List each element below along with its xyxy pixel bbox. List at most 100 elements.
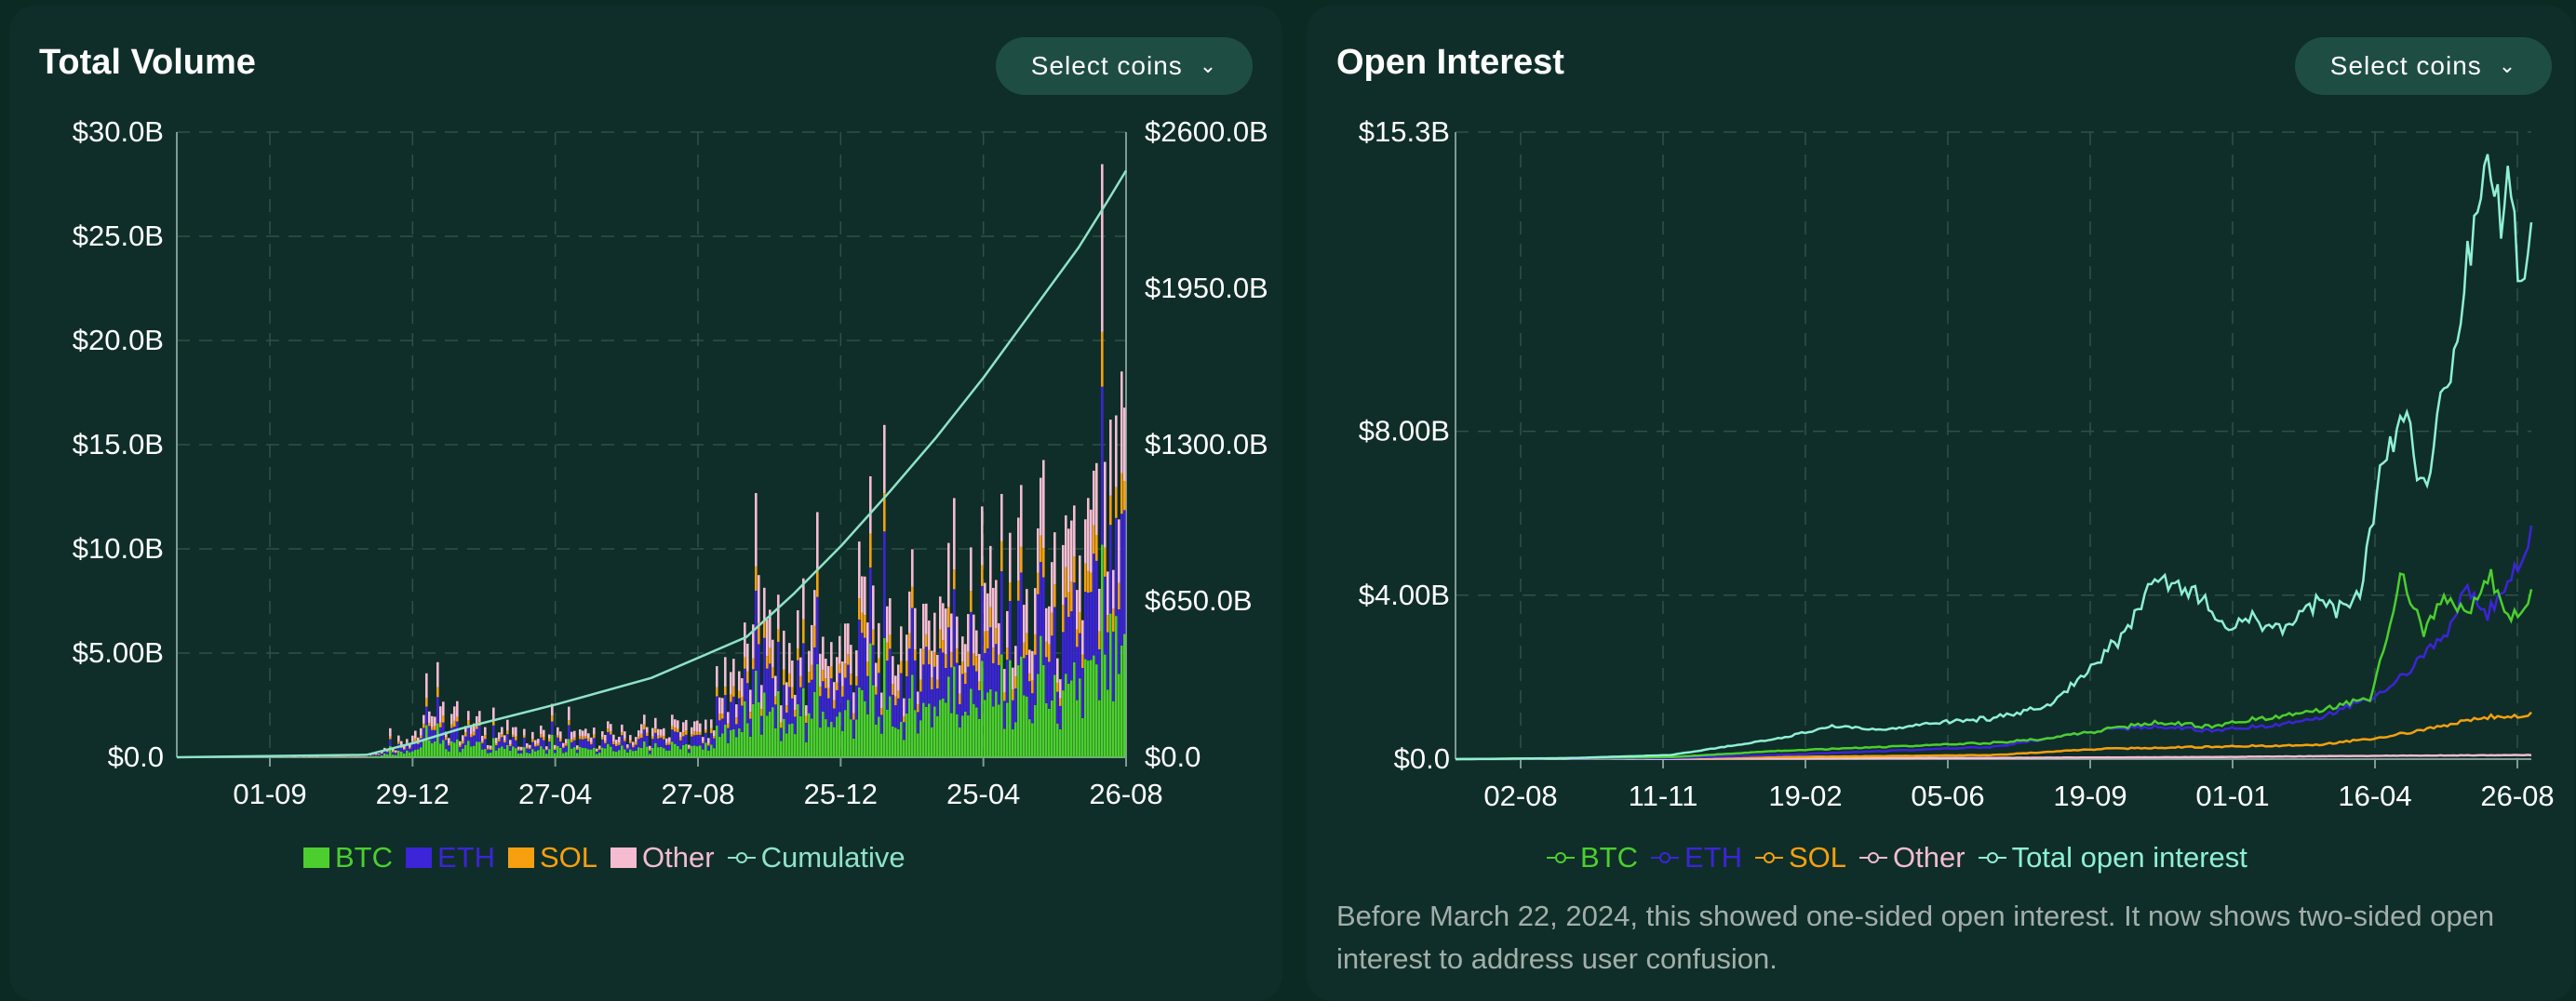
bar-sol	[1023, 642, 1026, 658]
bar-eth	[730, 701, 732, 729]
bar-eth	[970, 612, 973, 689]
bar-other	[939, 596, 942, 630]
bar-sol	[1053, 584, 1056, 607]
legend-label-eth: ETH	[1684, 841, 1742, 874]
legend-item-total[interactable]: Total open interest	[1979, 841, 2247, 874]
bar-btc	[1093, 656, 1095, 757]
bar-eth	[1101, 387, 1104, 545]
bar-sol	[727, 724, 730, 728]
legend-item-btc[interactable]: BTC	[303, 841, 393, 874]
bar-eth	[950, 667, 953, 713]
bar-eth	[1031, 693, 1034, 723]
bar-sol	[1003, 692, 1006, 701]
bar-btc	[822, 712, 825, 757]
legend-item-other[interactable]: Other	[1859, 841, 1966, 874]
bar-eth	[852, 720, 855, 739]
bar-other	[878, 623, 880, 659]
bar-eth	[1028, 681, 1031, 719]
bar-other	[721, 698, 724, 714]
bar-btc	[995, 691, 998, 757]
bar-btc	[928, 703, 931, 757]
x-tick-label: 02-08	[1483, 780, 1557, 812]
bar-sol	[830, 666, 833, 678]
bar-other	[886, 607, 889, 643]
bar-btc	[445, 749, 448, 757]
y-tick-label: $30.0B	[73, 115, 164, 148]
bar-eth	[1115, 518, 1118, 616]
bar-sol	[858, 598, 861, 620]
bar-eth	[540, 738, 543, 746]
bar-other	[565, 739, 568, 743]
legend-item-eth[interactable]: ETH	[1651, 841, 1742, 874]
bar-other	[732, 659, 735, 687]
legend-item-btc[interactable]: BTC	[1547, 841, 1638, 874]
legend-item-sol[interactable]: SOL	[1755, 841, 1846, 874]
bar-other	[1123, 407, 1126, 481]
bar-btc	[785, 733, 788, 757]
bar-sol	[464, 732, 467, 736]
bar-eth	[392, 753, 395, 755]
y2-tick-label: $650.0B	[1145, 584, 1253, 617]
bar-btc	[386, 754, 389, 757]
bar-eth	[959, 704, 961, 727]
bar-sol	[964, 673, 967, 684]
bar-sol	[1040, 536, 1042, 562]
bar-other	[593, 727, 596, 735]
bar-btc	[643, 741, 646, 757]
bar-sol	[811, 665, 813, 680]
bar-sol	[671, 726, 674, 729]
bar-sol	[448, 743, 450, 745]
bar-eth	[933, 667, 936, 707]
bar-btc	[1120, 646, 1123, 757]
legend-label-btc: BTC	[335, 841, 393, 874]
legend-item-cumulative[interactable]: Cumulative	[728, 841, 906, 874]
bar-other	[975, 631, 978, 657]
x-tick-label: 01-01	[2195, 780, 2269, 812]
bar-other	[744, 622, 746, 657]
bar-btc	[945, 702, 947, 757]
bar-sol	[892, 684, 894, 695]
bar-eth	[1034, 655, 1037, 705]
bar-sol	[450, 725, 453, 728]
bar-btc	[512, 746, 515, 757]
bar-other	[568, 707, 570, 721]
bar-eth	[872, 645, 875, 685]
bar-btc	[637, 747, 640, 757]
bar-eth	[464, 737, 467, 745]
bar-eth	[741, 705, 744, 732]
bar-sol	[1123, 481, 1126, 510]
total-volume-chart: $0.0$5.00B$10.0B$15.0B$20.0B$25.0B$30.0B…	[9, 6, 1282, 824]
bar-sol	[984, 632, 986, 653]
x-tick-label: 05-06	[1911, 780, 1984, 812]
bar-other	[713, 730, 716, 736]
bar-sol	[978, 681, 981, 690]
bar-sol	[735, 717, 738, 724]
bar-eth	[478, 726, 481, 741]
bar-sol	[1079, 612, 1081, 634]
bar-btc	[654, 743, 657, 757]
bar-btc	[442, 740, 445, 757]
legend-item-other[interactable]: Other	[610, 841, 715, 874]
bar-other	[537, 739, 540, 743]
legend-item-sol[interactable]: SOL	[508, 841, 597, 874]
bar-eth	[590, 744, 593, 749]
bar-sol	[604, 741, 607, 742]
bar-btc	[1123, 634, 1126, 757]
bar-other	[900, 626, 903, 661]
bar-btc	[607, 744, 610, 757]
bar-btc	[545, 754, 548, 757]
bar-eth	[442, 723, 445, 741]
bar-sol	[646, 733, 649, 736]
bar-eth	[1070, 611, 1073, 680]
total-volume-panel: Total Volume Select coins ⌄ $0.0$5.00B$1…	[9, 6, 1282, 1001]
bar-other	[1087, 498, 1090, 571]
bar-eth	[640, 738, 643, 748]
bar-eth	[917, 712, 919, 733]
bar-other	[626, 744, 629, 747]
bar-btc	[741, 732, 744, 757]
bar-btc	[702, 750, 704, 757]
legend-item-eth[interactable]: ETH	[406, 841, 495, 874]
bar-sol	[643, 725, 646, 729]
bar-btc	[1026, 697, 1028, 757]
bar-other	[766, 620, 769, 656]
